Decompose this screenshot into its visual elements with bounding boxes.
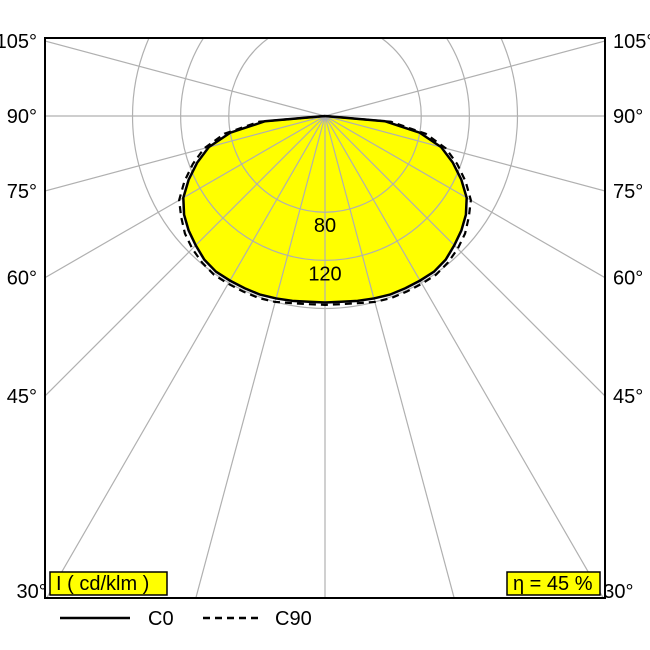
radial-label: 80: [314, 215, 336, 237]
eta-label: η = 45 %: [513, 573, 593, 595]
angle-label-left: 45°: [7, 386, 37, 408]
legend-label: C0: [148, 608, 174, 630]
angle-label-left: 30°: [16, 581, 46, 603]
angle-label-right: 105°: [613, 31, 650, 53]
angle-label-left: 75°: [7, 181, 37, 203]
angle-label-left: 105°: [0, 31, 37, 53]
angle-label-right: 75°: [613, 181, 643, 203]
angle-label-right: 60°: [613, 268, 643, 290]
legend-label: C90: [275, 608, 312, 630]
angle-label-right: 45°: [613, 386, 643, 408]
angle-label-right: 90°: [613, 106, 643, 128]
unit-label: I ( cd/klm ): [56, 573, 149, 595]
polar-svg: 80 120 30° 30° 45° 45° 60° 60° 75° 75° 90° 90° 105° 1…: [0, 0, 650, 650]
angle-label-left: 90°: [7, 106, 37, 128]
polar-chart: 80 120 30° 30° 45° 45° 60° 60° 75° 75° 90° 90° 105° 1…: [0, 0, 650, 650]
angle-label-left: 60°: [7, 268, 37, 290]
polar-grid: [0, 0, 650, 650]
angle-label-right: 30°: [603, 581, 633, 603]
radial-label: 120: [308, 263, 341, 285]
